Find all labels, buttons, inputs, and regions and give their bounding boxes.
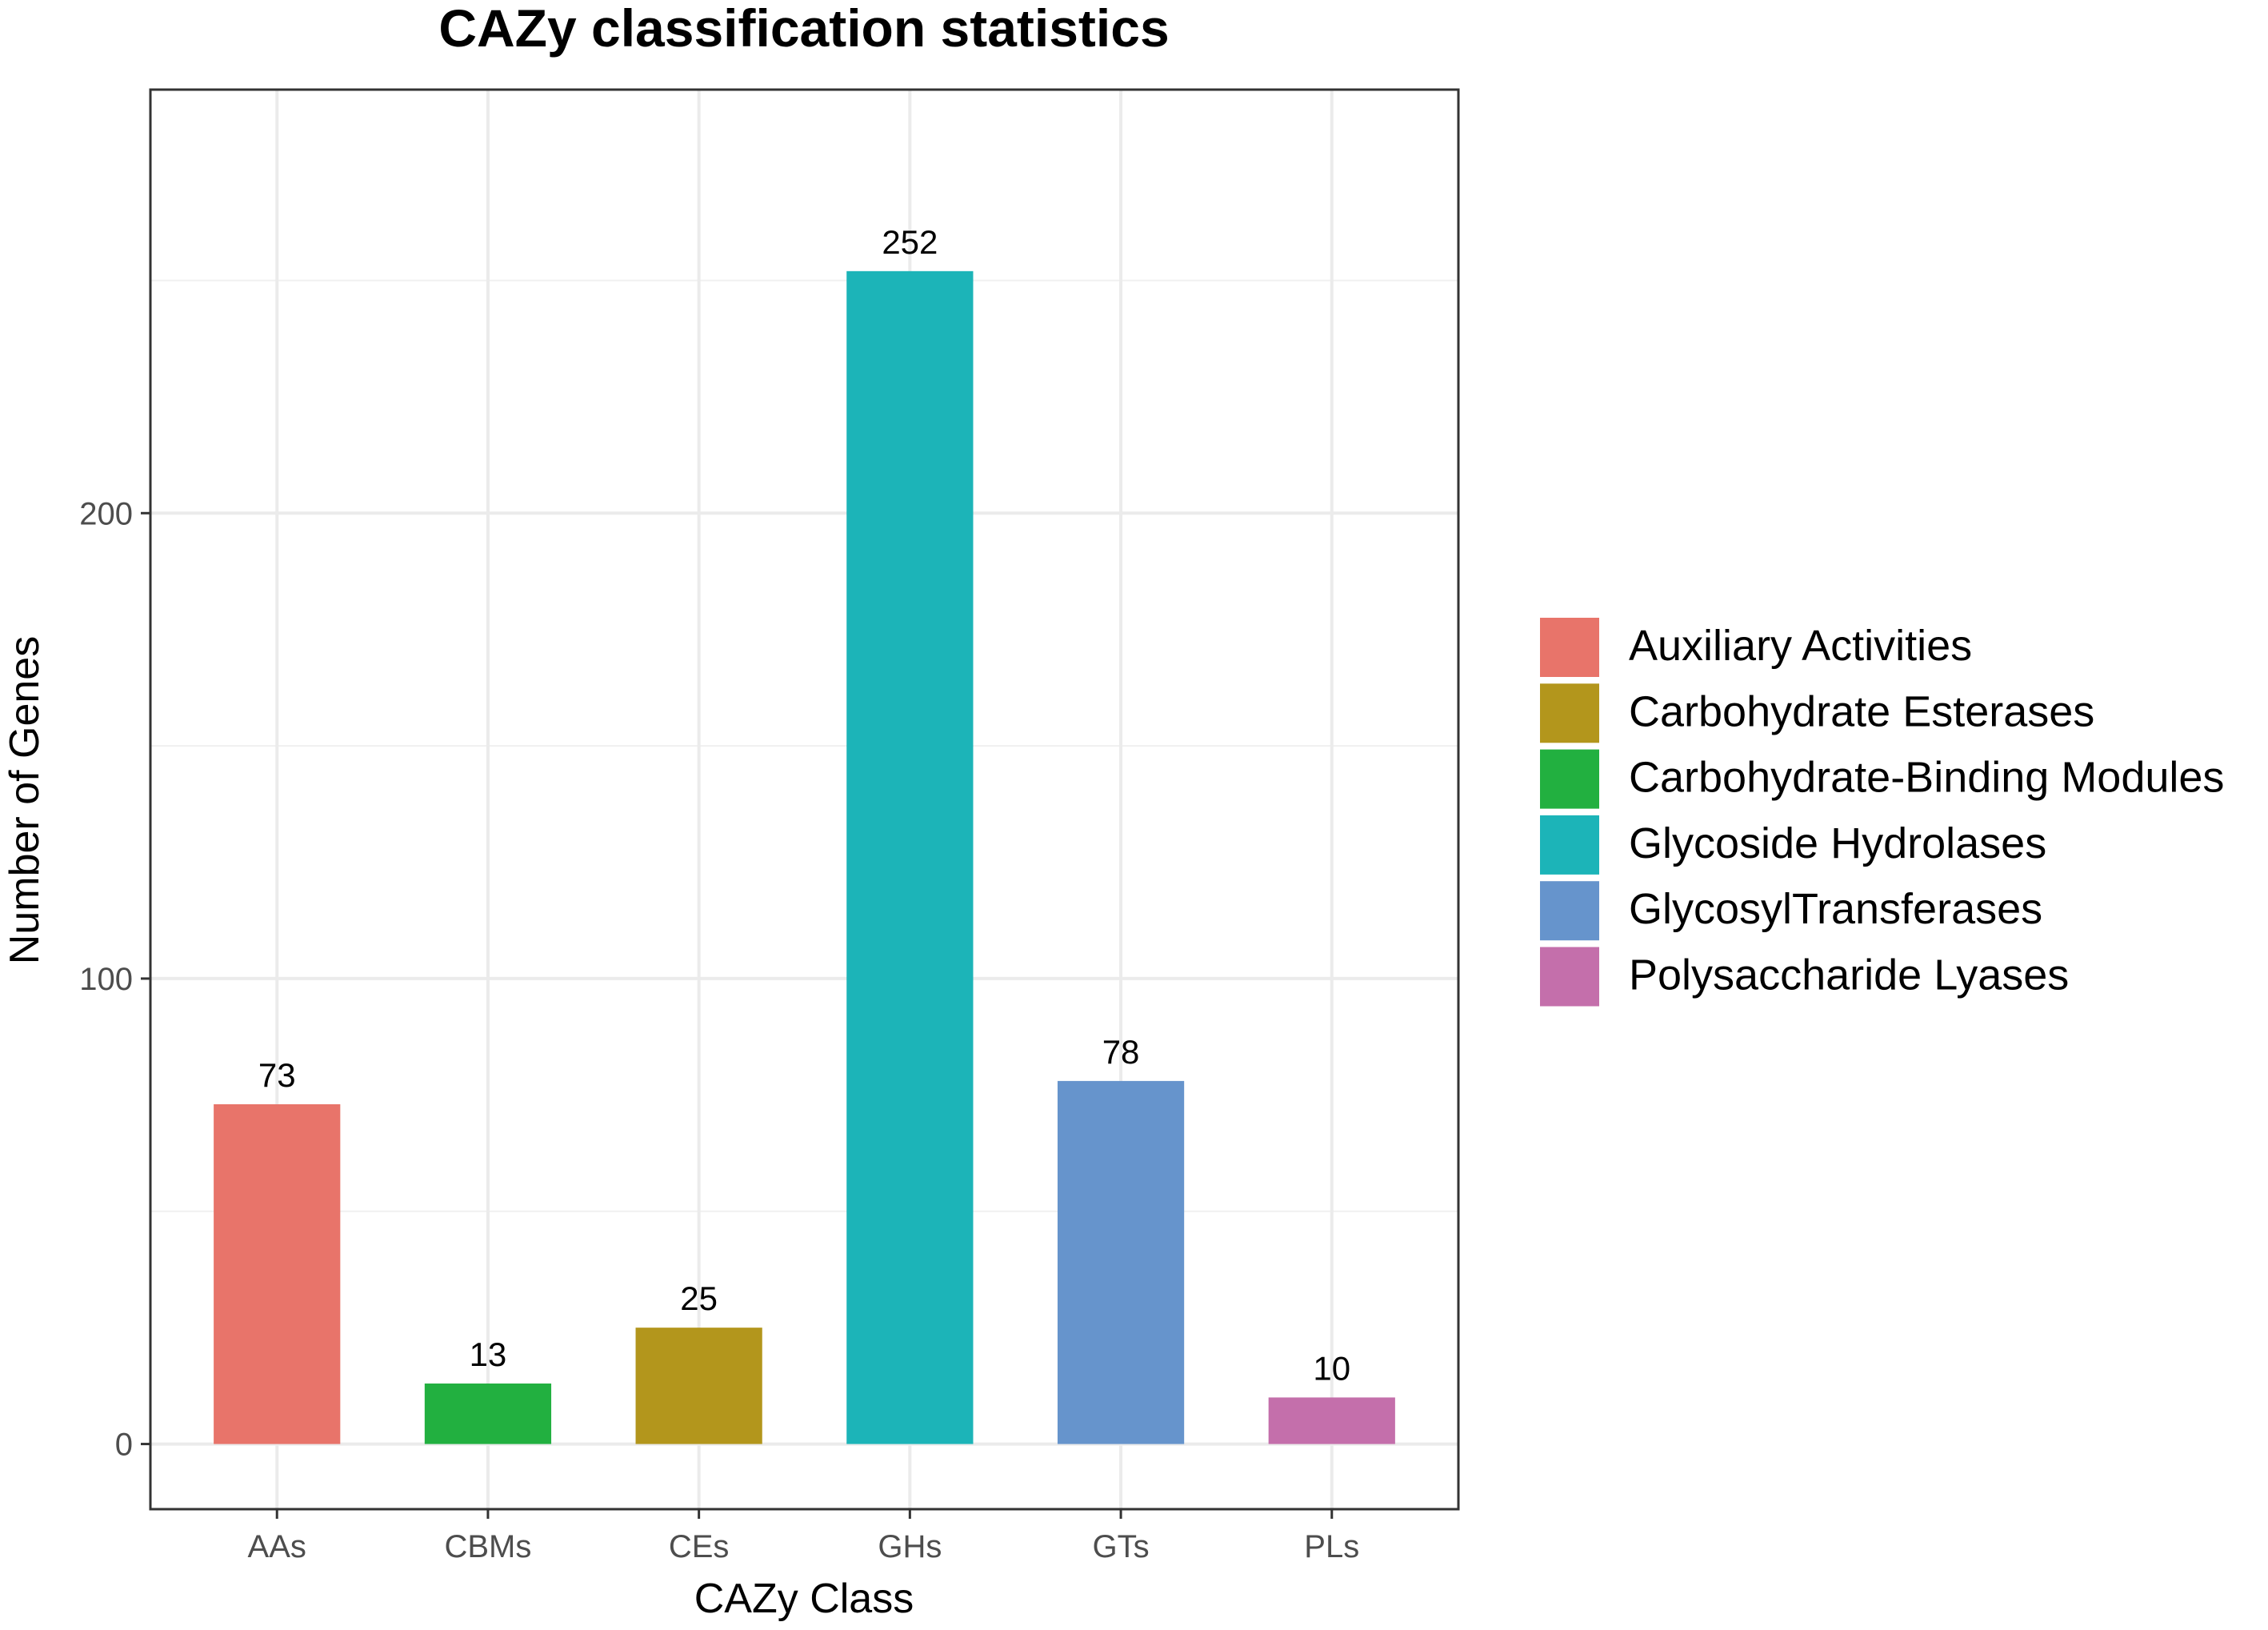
legend-key xyxy=(1540,683,1599,743)
legend: Auxiliary Activities Carbohydrate Esteras… xyxy=(1540,618,2224,1007)
bars: 73 13 25 252 78 10 xyxy=(214,223,1395,1444)
legend-key xyxy=(1540,749,1599,809)
bar-pls xyxy=(1268,1397,1395,1444)
data-label: 78 xyxy=(1102,1033,1140,1071)
x-tick-label: GHs xyxy=(878,1529,942,1564)
x-tick-label: AAs xyxy=(248,1529,306,1564)
legend-key xyxy=(1540,618,1599,677)
data-label: 25 xyxy=(680,1280,718,1317)
data-label: 252 xyxy=(882,223,938,261)
bar-ghs xyxy=(846,270,974,1444)
x-tick-label: CBMs xyxy=(444,1529,531,1564)
legend-key xyxy=(1540,815,1599,875)
bar-aas xyxy=(214,1103,341,1444)
legend-label: Auxiliary Activities xyxy=(1629,622,1972,670)
legend-label: Glycoside Hydrolases xyxy=(1629,819,2046,867)
x-tick-label: CEs xyxy=(669,1529,730,1564)
legend-label: GlycosylTransferases xyxy=(1629,885,2042,933)
chart-title: CAZy classification statistics xyxy=(438,0,1169,58)
bar-ces xyxy=(635,1328,762,1444)
grid xyxy=(150,90,1458,1509)
bar-gts xyxy=(1057,1080,1185,1444)
x-tick-label: PLs xyxy=(1304,1529,1359,1564)
plot-panel-border xyxy=(149,88,1460,1511)
data-label: 10 xyxy=(1313,1349,1350,1387)
y-axis-title: Number of Genes xyxy=(2,636,48,964)
legend-label: Carbohydrate Esterases xyxy=(1629,687,2094,735)
bar-cbms xyxy=(424,1383,552,1444)
data-label: 13 xyxy=(470,1336,507,1373)
legend-key xyxy=(1540,881,1599,941)
y-tick-label: 0 xyxy=(115,1428,133,1463)
y-tick-label: 200 xyxy=(79,496,133,531)
legend-label: Polysaccharide Lyases xyxy=(1629,951,2069,999)
y-tick-label: 100 xyxy=(79,962,133,997)
legend-label: Carbohydrate-Binding Modules xyxy=(1629,754,2224,802)
axes: 0 100 200 AAs CBMs CEs GHs GTs PLs xyxy=(79,496,1359,1564)
x-tick-label: GTs xyxy=(1093,1529,1150,1564)
data-label: 73 xyxy=(258,1056,296,1094)
legend-key xyxy=(1540,947,1599,1007)
x-axis-title: CAZy Class xyxy=(694,1576,914,1622)
